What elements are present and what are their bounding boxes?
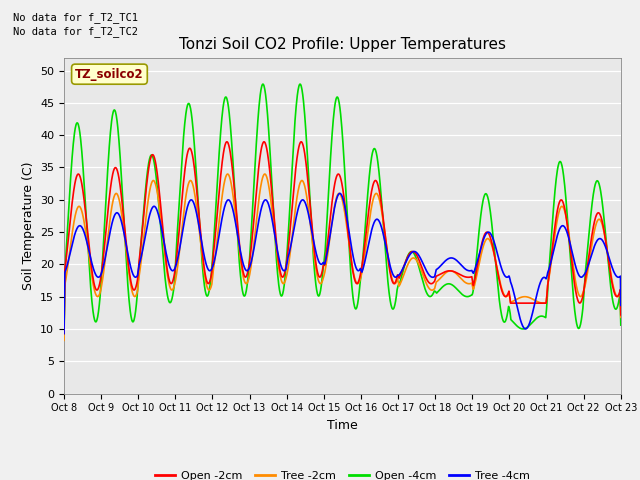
X-axis label: Time: Time xyxy=(327,419,358,432)
Title: Tonzi Soil CO2 Profile: Upper Temperatures: Tonzi Soil CO2 Profile: Upper Temperatur… xyxy=(179,37,506,52)
Y-axis label: Soil Temperature (C): Soil Temperature (C) xyxy=(22,161,35,290)
Legend: Open -2cm, Tree -2cm, Open -4cm, Tree -4cm: Open -2cm, Tree -2cm, Open -4cm, Tree -4… xyxy=(150,467,534,480)
Text: No data for f_T2_TC2: No data for f_T2_TC2 xyxy=(13,26,138,37)
Text: No data for f_T2_TC1: No data for f_T2_TC1 xyxy=(13,12,138,23)
Text: TZ_soilco2: TZ_soilco2 xyxy=(75,68,144,81)
